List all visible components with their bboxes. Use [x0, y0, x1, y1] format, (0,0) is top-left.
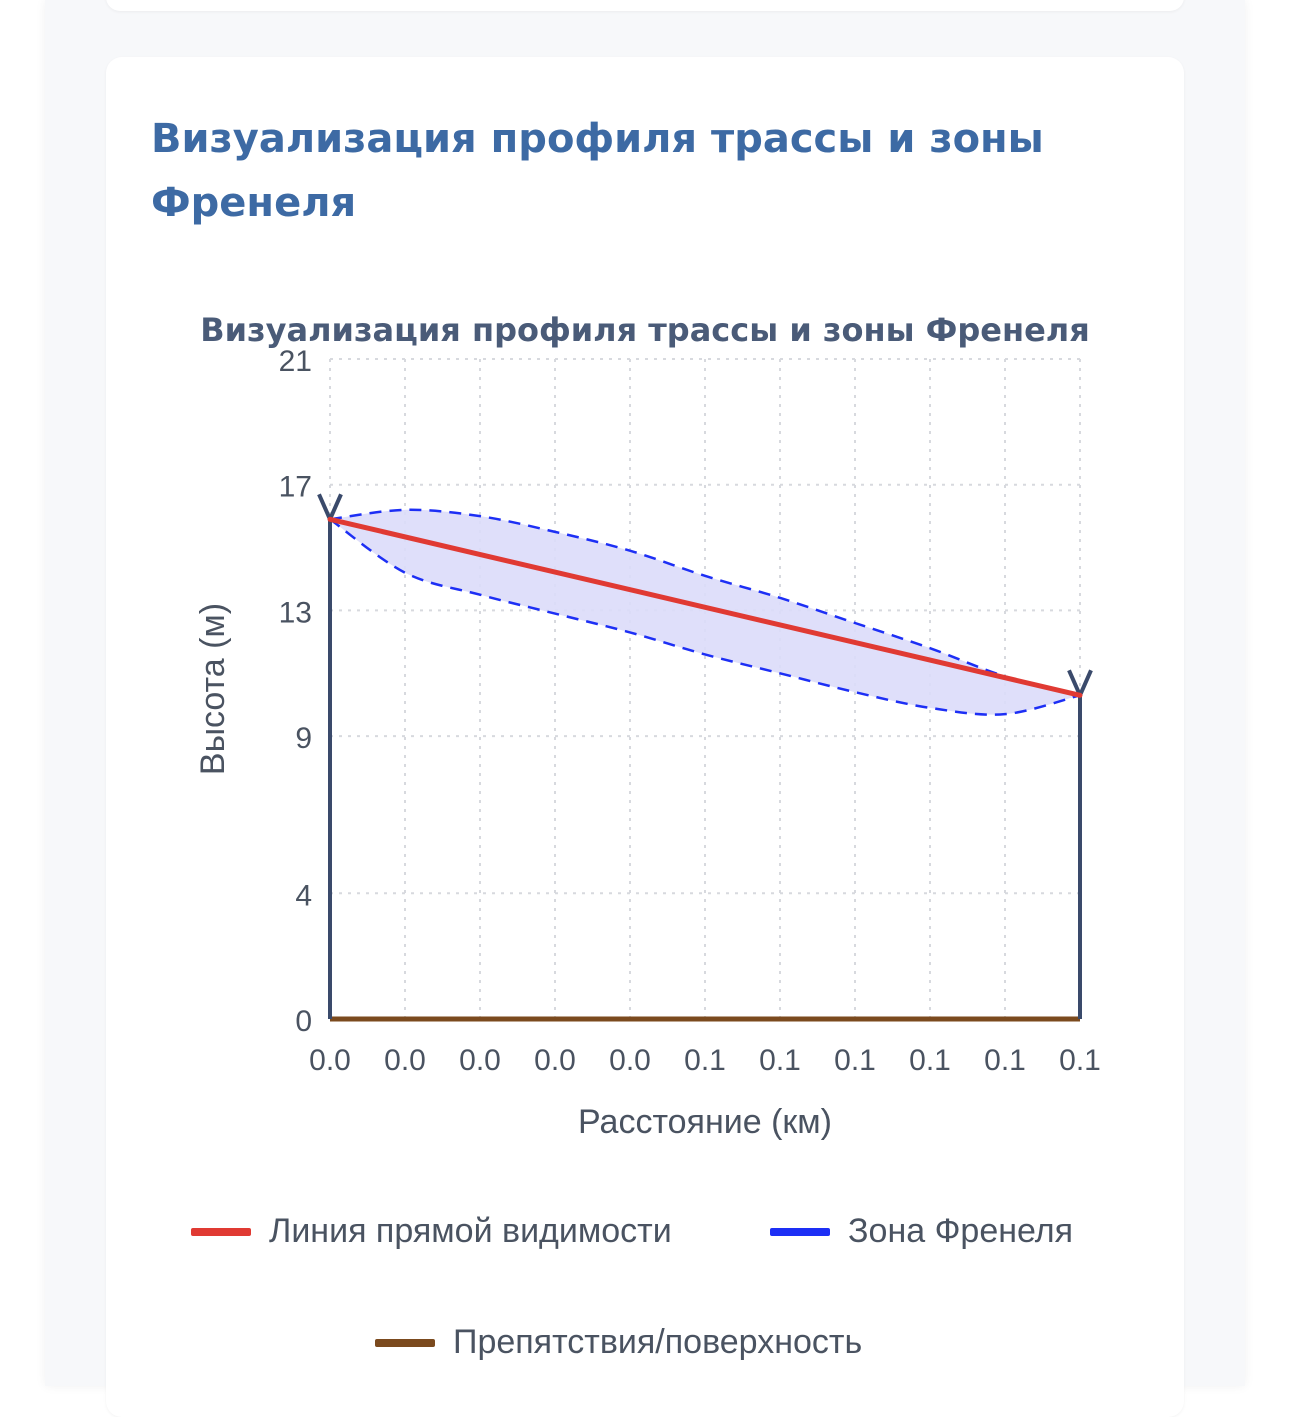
- fresnel-zone-lower: [329, 518, 1081, 716]
- x-tick-label: 0.1: [684, 1044, 726, 1077]
- profile-chart: Визуализация профиля трассы и зоны Френе…: [194, 311, 1101, 1141]
- chart-card: Визуализация профиля трассы и зоны Френе…: [106, 57, 1184, 1417]
- antenna-icon: [317, 493, 343, 522]
- legend-swatch-fresnel: [770, 1227, 830, 1236]
- x-tick-label: 0.1: [759, 1044, 801, 1077]
- legend-swatch-los: [191, 1227, 251, 1236]
- x-tick-label: 0.0: [609, 1044, 651, 1077]
- legend-label-obstacles: Препятствия/поверхность: [453, 1323, 863, 1361]
- line-of-sight: [327, 516, 1083, 698]
- previous-card: [106, 0, 1184, 11]
- y-tick-label: 4: [295, 879, 312, 912]
- y-tick-label: 13: [279, 596, 312, 629]
- x-tick-label: 0.0: [459, 1044, 501, 1077]
- y-tick-label: 9: [295, 722, 312, 755]
- y-tick-label: 0: [295, 1005, 312, 1038]
- legend-swatch-obstacles: [375, 1338, 435, 1347]
- legend-item-obstacles[interactable]: Препятствия/поверхность: [375, 1323, 862, 1362]
- chart-title: Визуализация профиля трассы и зоны Френе…: [200, 311, 1090, 349]
- x-tick-label: 0.0: [534, 1044, 576, 1077]
- x-tick-label: 0.1: [909, 1044, 951, 1077]
- y-axis-label: Высота (м): [194, 603, 232, 775]
- x-tick-label: 0.0: [309, 1044, 351, 1077]
- x-tick-label: 0.1: [1059, 1044, 1101, 1077]
- legend-label-los: Линия прямой видимости: [269, 1212, 672, 1250]
- y-tick-label: 17: [279, 471, 312, 504]
- fresnel-zone-upper: [329, 508, 1081, 697]
- y-tick-label: 21: [279, 345, 312, 378]
- card-title: Визуализация профиля трассы и зоны Френе…: [151, 116, 1044, 226]
- x-tick-label: 0.0: [384, 1044, 426, 1077]
- x-tick-label: 0.1: [984, 1044, 1026, 1077]
- legend-item-los[interactable]: Линия прямой видимости: [191, 1212, 672, 1251]
- x-axis-label: Расстояние (км): [578, 1103, 832, 1141]
- legend-label-fresnel: Зона Френеля: [848, 1212, 1074, 1250]
- legend-item-fresnel[interactable]: Зона Френеля: [770, 1212, 1073, 1251]
- x-tick-label: 0.1: [834, 1044, 876, 1077]
